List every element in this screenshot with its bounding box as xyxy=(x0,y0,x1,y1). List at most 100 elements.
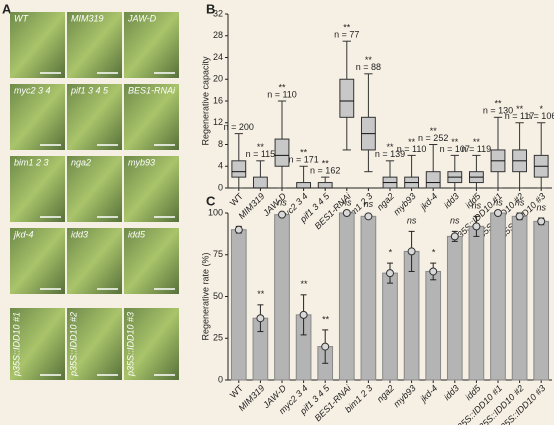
y-tick-label: 20 xyxy=(213,74,223,84)
y-tick-label: 24 xyxy=(213,52,223,62)
box xyxy=(339,78,355,118)
significance: ns xyxy=(450,216,460,226)
bar xyxy=(533,220,550,381)
n-label: n = 162 xyxy=(310,166,340,176)
significance: ns xyxy=(493,197,503,207)
n-label: n = 117 xyxy=(505,111,535,121)
box xyxy=(425,171,441,189)
photo-label: BES1-RNAi xyxy=(128,85,176,95)
bar xyxy=(382,272,398,381)
n-label: n = 77 xyxy=(334,30,359,40)
x-tick-label: myb93 xyxy=(392,191,418,217)
point xyxy=(364,212,373,221)
photo-label: bim1 2 3 xyxy=(14,157,49,167)
photo xyxy=(67,308,122,380)
photo xyxy=(10,228,65,294)
n-label: n = 88 xyxy=(356,62,381,72)
n-label: n = 130 xyxy=(483,106,513,116)
photo-label: nga2 xyxy=(71,157,91,167)
x-tick-label: WT xyxy=(228,191,245,208)
photo xyxy=(67,228,122,294)
panel-label: B xyxy=(206,1,215,16)
y-tick-label: 8 xyxy=(218,139,223,149)
significance: ** xyxy=(322,314,330,324)
box xyxy=(274,138,290,167)
bar xyxy=(274,214,290,381)
bar xyxy=(490,212,506,381)
significance: ** xyxy=(278,82,286,92)
significance: ** xyxy=(300,148,308,158)
n-label: n = 107 xyxy=(440,144,470,154)
significance: ns xyxy=(364,199,374,209)
y-tick-label: 0 xyxy=(218,374,223,384)
significance: ns xyxy=(277,197,287,207)
point xyxy=(278,210,286,219)
significance: * xyxy=(539,104,543,114)
significance: ** xyxy=(473,137,481,147)
y-tick-label: 4 xyxy=(218,161,223,171)
point xyxy=(321,342,330,351)
x-tick-label: jkd-4 xyxy=(418,383,440,405)
point xyxy=(386,269,394,278)
y-tick-label: 100 xyxy=(208,207,223,217)
y-axis-label: Regenerative rate (%) xyxy=(200,252,210,340)
box xyxy=(231,160,247,178)
significance: ns xyxy=(342,197,352,207)
photo-label: myc2 3 4 xyxy=(14,85,51,95)
significance: ** xyxy=(257,289,265,299)
bar xyxy=(511,215,528,381)
n-label: n = 106 xyxy=(526,111,554,121)
y-tick-label: 12 xyxy=(213,117,223,127)
point xyxy=(342,209,351,217)
point xyxy=(299,310,308,319)
photo xyxy=(67,84,122,150)
photo xyxy=(124,308,179,380)
significance: ** xyxy=(343,23,351,33)
bar xyxy=(425,270,442,381)
significance: ** xyxy=(516,104,524,114)
significance: ns xyxy=(407,216,417,226)
x-tick-label: jkd-4 xyxy=(418,191,440,213)
box xyxy=(296,182,312,189)
significance: ** xyxy=(322,159,330,169)
box xyxy=(252,176,268,189)
photo-label: idd3 xyxy=(71,229,88,239)
significance: ** xyxy=(430,126,438,136)
n-label: n = 139 xyxy=(375,149,405,159)
box xyxy=(317,182,333,189)
significance: ** xyxy=(386,142,394,152)
bar xyxy=(338,212,355,381)
significance: ** xyxy=(365,55,373,65)
photo xyxy=(10,308,65,380)
significance: ** xyxy=(494,99,502,109)
n-label: n = 115 xyxy=(246,149,276,159)
photo-label: jkd-4 xyxy=(13,229,34,239)
bar xyxy=(360,215,377,381)
significance: ns xyxy=(472,201,482,211)
photo xyxy=(124,12,179,78)
photo-label: MIM319 xyxy=(71,13,104,23)
photo-label: p35S::IDD10 #2 xyxy=(68,312,78,377)
y-tick-label: 32 xyxy=(213,8,223,18)
n-label: n = 110 xyxy=(397,144,427,154)
point xyxy=(256,314,265,323)
photo xyxy=(67,12,122,78)
significance: ** xyxy=(300,279,308,289)
x-tick-label: idd3 xyxy=(442,191,461,210)
n-label: n = 119 xyxy=(462,144,492,154)
point xyxy=(429,267,438,276)
point xyxy=(515,212,524,221)
y-tick-label: 16 xyxy=(213,95,223,105)
bar xyxy=(230,229,247,381)
photo xyxy=(124,84,179,150)
bar xyxy=(446,235,463,381)
photo-label: idd5 xyxy=(128,229,146,239)
photo-label: p35S::IDD10 #3 xyxy=(125,312,135,377)
photo-label: JAW-D xyxy=(127,13,157,23)
significance: ns xyxy=(536,202,546,212)
photo xyxy=(124,156,179,222)
photo xyxy=(67,156,122,222)
point xyxy=(450,232,459,241)
significance: * xyxy=(388,247,392,257)
